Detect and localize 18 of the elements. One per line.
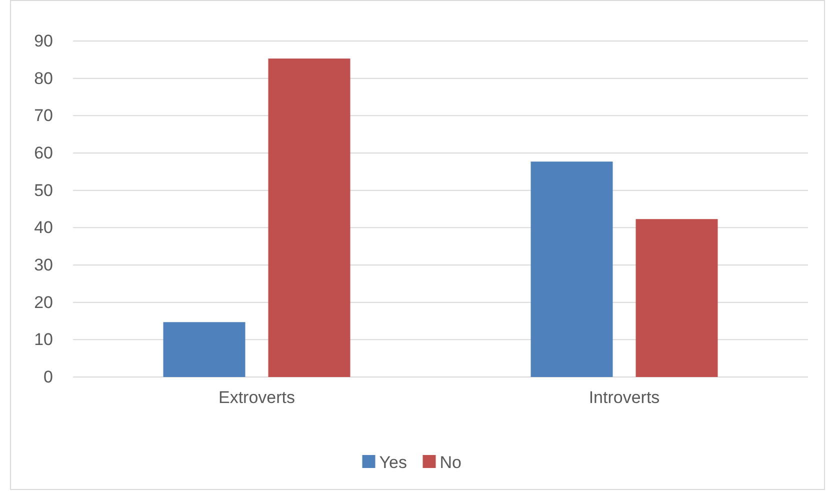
y-tick-label: 0 [44, 367, 53, 386]
y-tick-label: 90 [34, 31, 53, 50]
bar [530, 162, 613, 377]
y-tick-label: 80 [34, 68, 53, 88]
x-tick-label: Introverts [588, 388, 660, 408]
legend-label: No [440, 453, 462, 472]
y-tick-label: 10 [34, 330, 53, 350]
legend-label: Yes [379, 453, 407, 472]
y-tick-label: 30 [34, 255, 53, 274]
y-tick-label: 20 [34, 292, 53, 312]
bar [163, 322, 246, 377]
y-tick-label: 50 [34, 180, 53, 200]
y-tick-label: 70 [34, 106, 53, 126]
x-tick-label: Extroverts [218, 388, 296, 408]
bar [636, 219, 718, 377]
bar [268, 58, 350, 377]
y-tick-label: 40 [34, 218, 53, 238]
y-tick-label: 60 [34, 143, 53, 162]
